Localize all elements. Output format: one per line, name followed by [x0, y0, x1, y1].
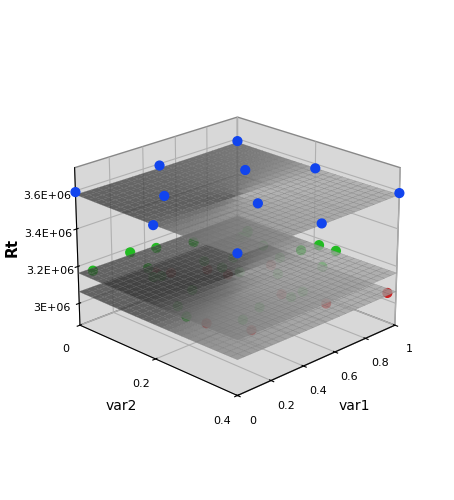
Y-axis label: var2: var2	[105, 399, 137, 413]
X-axis label: var1: var1	[338, 399, 370, 413]
